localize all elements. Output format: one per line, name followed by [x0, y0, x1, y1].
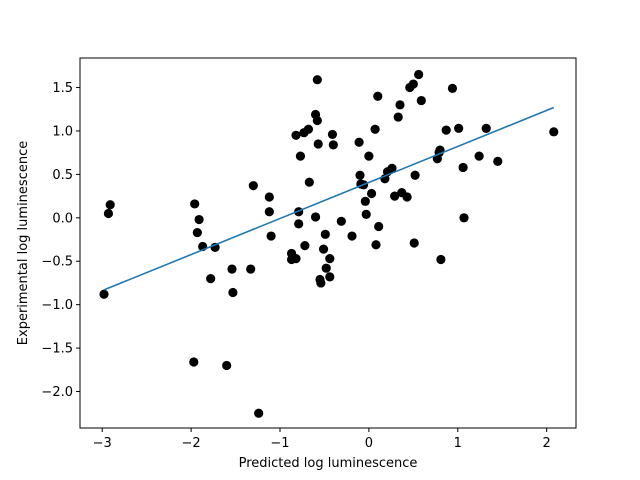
- data-point: [347, 231, 357, 241]
- data-point: [447, 83, 458, 93]
- data-point: [416, 95, 426, 106]
- data-point: [190, 199, 200, 209]
- data-point: [454, 123, 464, 133]
- data-point: [264, 192, 274, 202]
- data-point: [395, 100, 405, 110]
- y-axis-ticks: −2.0 −1.5 −1.0 −0.5 0.0 0.5 1.0 1.5: [41, 81, 80, 400]
- data-point: [313, 139, 323, 149]
- data-point: [321, 263, 331, 273]
- axes-frame: [79, 57, 577, 429]
- data-point: [414, 69, 424, 80]
- y-tick-label: 0.5: [52, 168, 73, 183]
- data-point: [458, 162, 468, 173]
- data-point: [316, 278, 326, 288]
- data-point: [325, 272, 335, 282]
- data-point: [222, 360, 232, 371]
- fit-line: [103, 106, 555, 291]
- data-point: [248, 181, 258, 191]
- data-point: [228, 287, 238, 298]
- y-tick-label: −1.5: [41, 342, 73, 357]
- data-point: [194, 214, 204, 225]
- data-point: [355, 170, 365, 180]
- data-point: [310, 212, 321, 222]
- data-point: [318, 244, 329, 254]
- data-point: [370, 124, 380, 134]
- data-point: [336, 216, 346, 226]
- data-point: [393, 112, 403, 122]
- data-point: [366, 188, 377, 199]
- data-point: [312, 75, 322, 85]
- x-tick-label: 0: [365, 436, 373, 451]
- data-point: [328, 140, 338, 150]
- data-point: [325, 254, 335, 264]
- x-tick-label: −1: [270, 436, 289, 451]
- x-axis-label: Predicted log luminescence: [239, 456, 418, 471]
- data-point: [373, 91, 383, 101]
- data-point: [103, 208, 114, 219]
- data-point: [354, 137, 364, 147]
- data-points: [99, 69, 559, 418]
- data-point: [387, 163, 397, 173]
- fit-line-layer: [103, 106, 555, 291]
- data-point: [402, 192, 412, 202]
- data-point: [227, 264, 237, 274]
- data-point: [371, 240, 381, 250]
- data-point: [291, 254, 301, 264]
- data-point: [300, 241, 310, 251]
- data-point: [294, 219, 304, 229]
- data-point: [192, 227, 202, 238]
- y-tick-label: −0.5: [41, 255, 73, 270]
- data-point: [246, 264, 256, 274]
- data-point: [291, 130, 301, 140]
- data-point: [493, 156, 503, 166]
- data-point: [390, 191, 400, 201]
- data-point: [99, 289, 109, 299]
- data-point: [266, 231, 276, 241]
- data-point: [481, 123, 491, 133]
- data-point: [295, 151, 306, 161]
- data-point: [410, 170, 420, 180]
- data-point: [254, 408, 264, 418]
- data-point: [312, 115, 322, 126]
- data-point: [364, 151, 374, 161]
- data-point: [264, 207, 274, 217]
- data-point: [304, 177, 314, 187]
- x-tick-label: −3: [93, 436, 112, 451]
- data-point: [408, 79, 418, 89]
- x-tick-label: 1: [454, 436, 462, 451]
- data-point: [441, 125, 451, 135]
- data-point: [474, 151, 484, 161]
- data-point: [459, 213, 469, 223]
- plot-area: [80, 58, 576, 428]
- data-point: [303, 124, 314, 134]
- data-point: [189, 357, 199, 367]
- data-point: [409, 238, 419, 248]
- data-point: [374, 221, 384, 232]
- y-tick-label: 1.5: [52, 81, 73, 96]
- data-point: [549, 127, 559, 137]
- data-point: [327, 129, 338, 140]
- y-tick-label: −2.0: [41, 385, 73, 400]
- x-axis-ticks: −3 −2 −1 0 1 2: [93, 428, 551, 451]
- data-point: [361, 209, 371, 219]
- data-point: [320, 229, 330, 239]
- y-tick-label: 1.0: [52, 124, 73, 139]
- data-point: [360, 196, 370, 206]
- x-tick-label: 2: [543, 436, 551, 451]
- y-tick-label: −1.0: [41, 298, 73, 313]
- data-point: [436, 254, 446, 265]
- data-point: [105, 200, 115, 210]
- x-tick-label: −2: [182, 436, 201, 451]
- y-axis-label: Experimental log luminescence: [16, 141, 31, 345]
- data-point: [206, 274, 216, 284]
- y-tick-label: 0.0: [52, 211, 73, 226]
